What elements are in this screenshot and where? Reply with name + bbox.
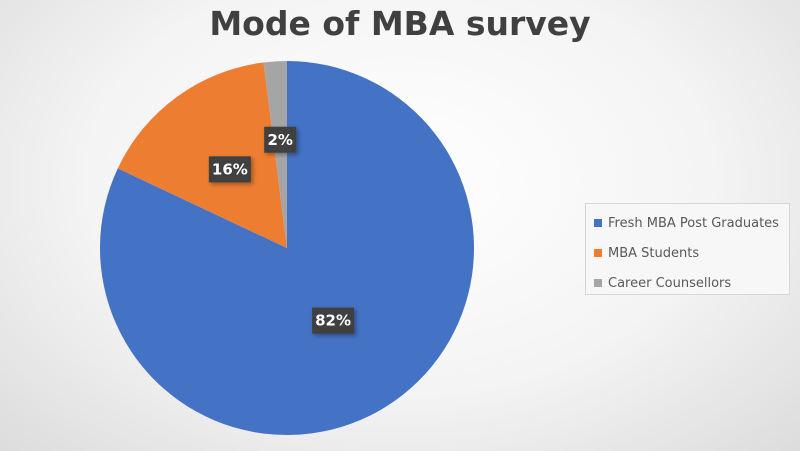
- legend-label: Career Counsellors: [608, 275, 732, 291]
- chart-legend: Fresh MBA Post Graduates MBA Students Care…: [585, 203, 790, 295]
- legend-swatch: [594, 219, 602, 227]
- pie-slice-career-counsellors: [263, 61, 287, 248]
- data-label-fresh-mba-post-graduates: 82%: [312, 307, 355, 334]
- data-label-mba-students: 16%: [208, 156, 251, 183]
- legend-label: Fresh MBA Post Graduates: [608, 215, 779, 231]
- legend-item: Fresh MBA Post Graduates: [594, 208, 789, 238]
- data-label-career-counsellors: 2%: [264, 126, 297, 153]
- legend-swatch: [594, 279, 602, 287]
- pie-data-labels: 82% 16% 2%: [208, 126, 355, 334]
- legend-label: MBA Students: [608, 245, 700, 261]
- legend-swatch: [594, 249, 602, 257]
- svg-text:2%: 2%: [267, 131, 292, 149]
- legend-item: Career Counsellors: [594, 268, 789, 298]
- chart-title: Mode of MBA survey: [209, 4, 591, 43]
- svg-text:82%: 82%: [315, 312, 351, 330]
- pie-slices: [99, 61, 475, 435]
- pie-slice-mba-students: [117, 62, 288, 249]
- svg-text:16%: 16%: [212, 160, 248, 178]
- legend-item: MBA Students: [594, 238, 789, 268]
